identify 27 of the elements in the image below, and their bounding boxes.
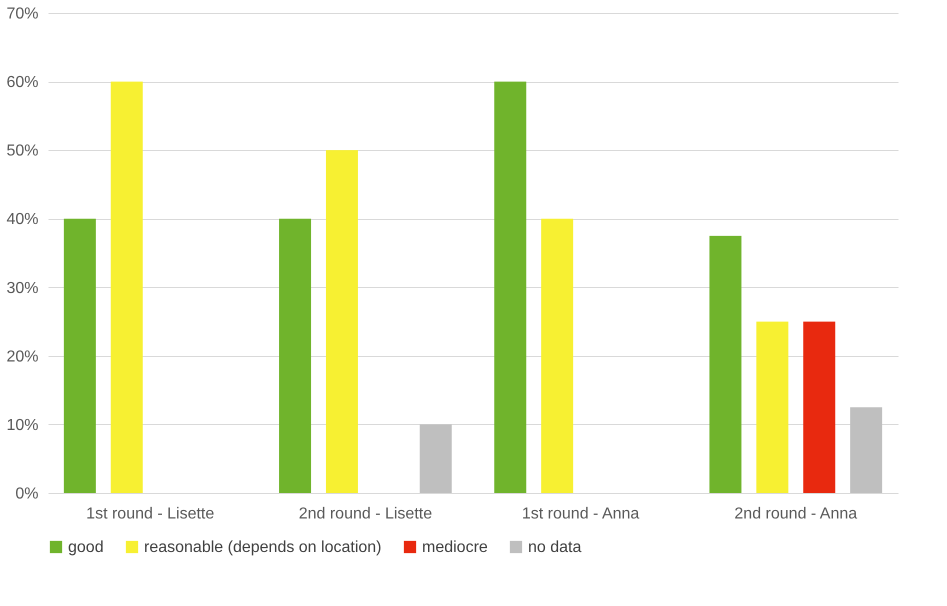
bar [279, 218, 312, 493]
y-tick-label: 40% [6, 211, 38, 228]
legend-label: mediocre [422, 539, 488, 556]
y-tick-label: 70% [6, 6, 38, 22]
bar [110, 82, 143, 493]
bar [64, 218, 96, 493]
x-tick-label: 2nd round - Anna [734, 506, 858, 522]
bar [803, 322, 836, 493]
x-tick-label: 2nd round - Lisette [298, 506, 432, 522]
y-tick-label: 0% [15, 486, 38, 502]
bar [756, 322, 788, 493]
bar [326, 150, 358, 493]
y-tick-label: 20% [6, 348, 38, 366]
x-tick-label: 1st round - Lisette [86, 506, 214, 522]
legend-label: no data [528, 539, 582, 556]
y-tick-label: 50% [6, 142, 38, 160]
bar [420, 424, 452, 493]
bar [709, 236, 742, 493]
x-tick-label: 1st round - Anna [522, 506, 640, 522]
legend-label: good [68, 539, 104, 556]
bar [850, 407, 882, 493]
bar [541, 218, 574, 493]
y-tick-label: 30% [6, 280, 38, 297]
bar [494, 82, 526, 493]
y-tick-label: 60% [6, 74, 38, 92]
y-tick-label: 10% [6, 416, 38, 434]
legend-label: reasonable (depends on location) [144, 539, 382, 556]
